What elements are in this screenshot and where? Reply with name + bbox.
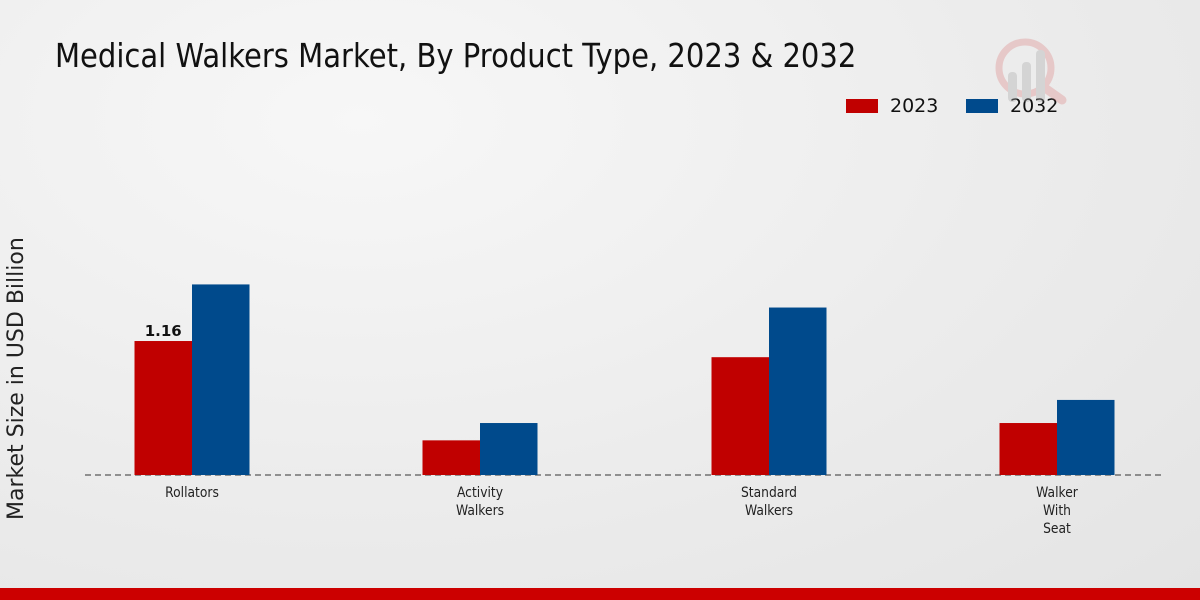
bar-2023-1: [422, 440, 480, 475]
x-tick-label: Seat: [1043, 521, 1071, 537]
legend-label-2023: 2023: [890, 95, 939, 117]
data-label: 1.16: [145, 322, 182, 340]
bar-2032-1: [480, 423, 538, 475]
x-tick-label: Rollators: [165, 485, 219, 501]
bar-2023-3: [999, 423, 1057, 475]
bar-2023-0: [134, 341, 192, 475]
x-tick-label: Activity: [457, 485, 503, 501]
chart-title: Medical Walkers Market, By Product Type,…: [55, 36, 857, 75]
bar-2023-2: [711, 357, 769, 475]
legend-item-2023: 2023: [846, 95, 938, 117]
x-tick-label: Walker: [1036, 485, 1078, 501]
legend-swatch-2032: [966, 99, 998, 113]
x-tick-label: Standard: [741, 485, 797, 501]
x-tick-label: With: [1043, 503, 1071, 519]
logo-icon: [995, 38, 1067, 105]
bar-2032-0: [192, 284, 250, 475]
bar-2032-2: [769, 307, 827, 475]
x-tick-label: Walkers: [456, 503, 504, 519]
footer-bar: [0, 588, 1200, 600]
bar-2032-3: [1057, 399, 1115, 475]
legend-item-2032: 2032: [966, 95, 1058, 117]
x-tick-label: Walkers: [745, 503, 793, 519]
legend-swatch-2023: [846, 99, 878, 113]
legend-label-2032: 2032: [1010, 95, 1059, 117]
